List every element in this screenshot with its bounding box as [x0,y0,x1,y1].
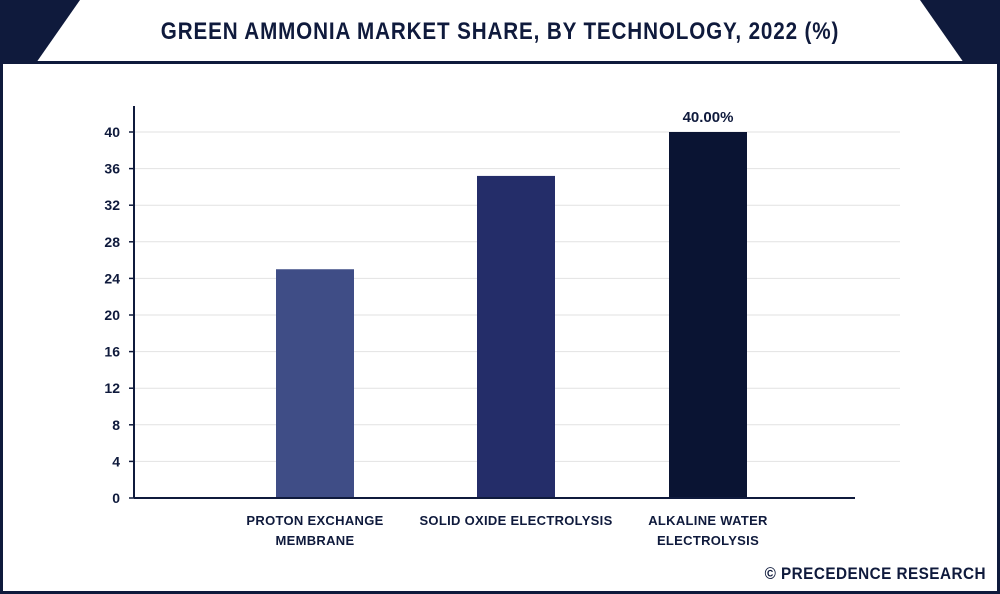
source-watermark: © PRECEDENCE RESEARCH [764,564,986,583]
chart-title: GREEN AMMONIA MARKET SHARE, BY TECHNOLOG… [160,18,840,45]
header-divider [0,61,1000,64]
header-banner: GREEN AMMONIA MARKET SHARE, BY TECHNOLOG… [0,0,1000,64]
left-corner-decoration [0,0,80,63]
right-corner-decoration [920,0,1000,63]
